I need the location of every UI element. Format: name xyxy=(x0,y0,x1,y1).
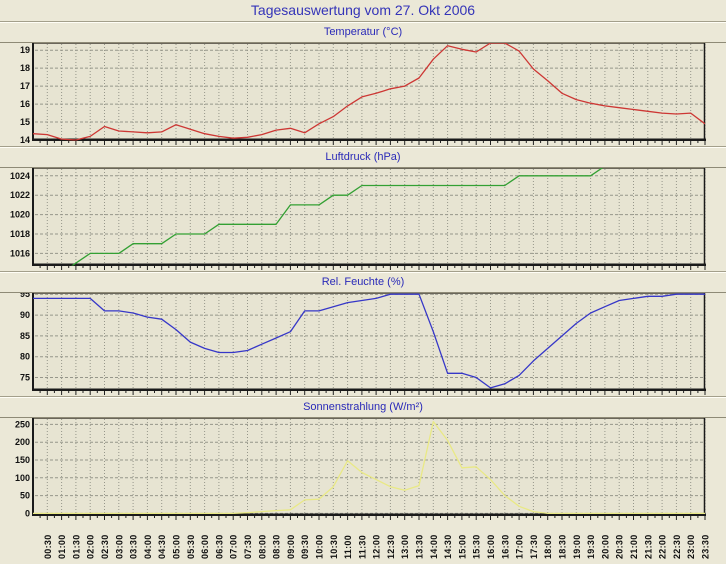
svg-text:04:00: 04:00 xyxy=(143,534,153,559)
svg-text:11:00: 11:00 xyxy=(343,535,353,559)
svg-text:19: 19 xyxy=(20,45,30,55)
svg-text:95: 95 xyxy=(20,293,30,299)
svg-text:18:30: 18:30 xyxy=(558,534,568,559)
chart-title-solar: Sonnenstrahlung (W/m²) xyxy=(0,397,726,418)
svg-text:18: 18 xyxy=(20,63,30,73)
svg-text:15: 15 xyxy=(20,117,30,127)
chart-title-humidity: Rel. Feuchte (%) xyxy=(0,272,726,293)
svg-text:1022: 1022 xyxy=(10,190,30,200)
svg-text:23:30: 23:30 xyxy=(701,534,711,559)
svg-text:1016: 1016 xyxy=(10,248,30,258)
svg-text:20:30: 20:30 xyxy=(615,534,625,559)
chart-title-pressure: Luftdruck (hPa) xyxy=(0,147,726,168)
svg-text:19:00: 19:00 xyxy=(572,534,582,559)
svg-text:06:00: 06:00 xyxy=(200,534,210,559)
svg-text:90: 90 xyxy=(20,310,30,320)
svg-text:08:30: 08:30 xyxy=(272,534,282,559)
svg-text:15:00: 15:00 xyxy=(457,534,467,559)
chart-section-temperature: Temperatur (°C) 14 15 16 17 18 19 xyxy=(0,21,726,146)
svg-text:200: 200 xyxy=(15,437,30,447)
svg-text:05:30: 05:30 xyxy=(186,534,196,559)
svg-text:22:00: 22:00 xyxy=(658,534,668,559)
svg-text:03:00: 03:00 xyxy=(114,534,124,559)
svg-text:13:00: 13:00 xyxy=(400,534,410,559)
svg-text:20:00: 20:00 xyxy=(600,534,610,559)
svg-text:17:30: 17:30 xyxy=(529,534,539,559)
svg-text:1018: 1018 xyxy=(10,229,30,239)
svg-text:09:00: 09:00 xyxy=(286,534,296,559)
svg-text:21:00: 21:00 xyxy=(629,534,639,559)
svg-text:16:30: 16:30 xyxy=(500,534,510,559)
svg-text:75: 75 xyxy=(20,373,30,383)
svg-text:10:30: 10:30 xyxy=(329,534,339,559)
svg-text:07:30: 07:30 xyxy=(243,534,253,559)
svg-text:16: 16 xyxy=(20,99,30,109)
chart-plot-temperature: 14 15 16 17 18 19 xyxy=(20,43,706,145)
svg-text:04:30: 04:30 xyxy=(157,534,167,559)
svg-text:16:00: 16:00 xyxy=(486,534,496,559)
chart-plot-pressure: 1016 1018 1020 1022 1024 xyxy=(10,168,706,270)
chart-section-solar: Sonnenstrahlung (W/m²) 0 50 100 150 200 250 xyxy=(0,396,726,521)
svg-text:22:30: 22:30 xyxy=(672,534,682,559)
svg-text:250: 250 xyxy=(15,419,30,429)
svg-text:05:00: 05:00 xyxy=(172,534,182,559)
svg-text:17: 17 xyxy=(20,81,30,91)
svg-text:80: 80 xyxy=(20,352,30,362)
chart-section-pressure: Luftdruck (hPa) 1016 1018 1020 1022 1024 xyxy=(0,146,726,271)
svg-text:0: 0 xyxy=(25,508,30,518)
chart-plot-humidity: 75 80 85 90 95 xyxy=(20,293,706,395)
chart-section-humidity: Rel. Feuchte (%) 75 80 85 90 95 xyxy=(0,271,726,396)
time-axis-labels: 00:30 01:00 01:30 02:00 02:30 03:00 03:30 04:00… xyxy=(43,534,711,559)
svg-text:14: 14 xyxy=(20,135,30,145)
svg-text:21:30: 21:30 xyxy=(643,534,653,559)
svg-text:01:30: 01:30 xyxy=(71,534,81,559)
svg-text:11:30: 11:30 xyxy=(357,535,367,559)
svg-text:85: 85 xyxy=(20,331,30,341)
chart-title-temperature: Temperatur (°C) xyxy=(0,22,726,43)
svg-text:23:00: 23:00 xyxy=(686,534,696,559)
svg-text:150: 150 xyxy=(15,455,30,465)
svg-text:02:30: 02:30 xyxy=(100,534,110,559)
svg-text:10:00: 10:00 xyxy=(315,534,325,559)
svg-text:14:30: 14:30 xyxy=(443,534,453,559)
svg-text:1024: 1024 xyxy=(10,171,30,181)
svg-text:13:30: 13:30 xyxy=(415,534,425,559)
svg-text:12:00: 12:00 xyxy=(372,534,382,559)
svg-text:50: 50 xyxy=(20,491,30,501)
page-title: Tagesauswertung vom 27. Okt 2006 xyxy=(250,2,476,18)
svg-text:03:30: 03:30 xyxy=(129,534,139,559)
svg-text:06:30: 06:30 xyxy=(214,534,224,559)
svg-text:1020: 1020 xyxy=(10,210,30,220)
svg-text:14:00: 14:00 xyxy=(429,534,439,559)
svg-text:01:00: 01:00 xyxy=(57,534,67,559)
svg-text:08:00: 08:00 xyxy=(257,534,267,559)
svg-text:12:30: 12:30 xyxy=(386,534,396,559)
svg-text:17:00: 17:00 xyxy=(515,534,525,559)
chart-plot-solar: 0 50 100 150 200 250 xyxy=(15,418,706,520)
svg-text:07:00: 07:00 xyxy=(229,534,239,559)
svg-text:02:00: 02:00 xyxy=(86,534,96,559)
svg-text:00:30: 00:30 xyxy=(43,534,53,559)
svg-text:100: 100 xyxy=(15,473,30,483)
svg-text:18:00: 18:00 xyxy=(543,534,553,559)
svg-text:15:30: 15:30 xyxy=(472,534,482,559)
svg-text:19:30: 19:30 xyxy=(586,534,596,559)
svg-text:09:30: 09:30 xyxy=(300,534,310,559)
